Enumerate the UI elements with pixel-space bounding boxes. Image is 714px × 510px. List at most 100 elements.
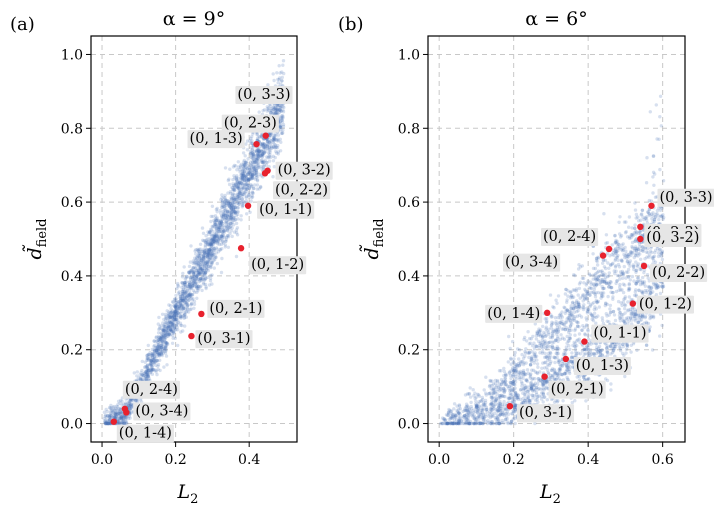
highlight-point-5 bbox=[605, 245, 613, 253]
plot-frame bbox=[90, 35, 298, 443]
annotation-bg-5 bbox=[257, 200, 315, 219]
highlight-point-1 bbox=[262, 132, 269, 139]
highlight-point-7 bbox=[543, 309, 551, 317]
annotation-label-3: (0, 2-2) bbox=[652, 265, 705, 281]
highlighted-points: (0, 3-3) (0, 2-3)(0, 1-3) (0, 3-2) (0, 2-2)… bbox=[110, 86, 333, 443]
ytick-label-0: 0.0 bbox=[61, 417, 83, 433]
annotation-bg-8 bbox=[591, 324, 649, 343]
ytick-label-4: 0.8 bbox=[61, 121, 83, 137]
highlight-point-4 bbox=[261, 170, 269, 177]
ytick-label-1: 0.2 bbox=[398, 343, 420, 359]
annotation-bg-0 bbox=[235, 86, 293, 105]
highlighted-points: (0, 3-3)(0, 2-3)(0, 3-2)(0, 2-2)(0, 1-2)… bbox=[485, 188, 714, 423]
y-axis-label-sub: field bbox=[35, 218, 50, 247]
annotation-label-11: (0, 3-1) bbox=[519, 405, 572, 421]
annotation-5: (0, 2-4) bbox=[541, 227, 599, 246]
highlight-point-10 bbox=[541, 373, 548, 380]
ytick-label-0: 0.0 bbox=[398, 417, 420, 433]
x-axis-label: L2 bbox=[177, 481, 199, 507]
annotation-label-10: (0, 3-4) bbox=[135, 403, 188, 419]
annotation-7: (0, 2-1) bbox=[207, 299, 265, 318]
annotation-0: (0, 3-3) bbox=[657, 188, 714, 207]
annotation-label-2: (0, 1-3) bbox=[190, 131, 243, 147]
y-axis-label-sub: field bbox=[372, 218, 387, 247]
annotation-bg-2 bbox=[187, 130, 245, 149]
annotation-bg-7 bbox=[485, 304, 543, 323]
annotation-label-8: (0, 3-1) bbox=[197, 331, 250, 347]
x-axis-label: L2 bbox=[539, 481, 561, 507]
ytick-label-5: 1.0 bbox=[61, 47, 83, 63]
ytick-label-5: 1.0 bbox=[398, 47, 420, 63]
highlight-point-6 bbox=[237, 245, 245, 252]
highlight-point-0 bbox=[648, 202, 655, 209]
annotation-label-6: (0, 1-2) bbox=[251, 257, 304, 273]
annotation-bg-9 bbox=[573, 356, 631, 375]
annotation-label-0: (0, 3-3) bbox=[237, 87, 290, 103]
annotation-label-5: (0, 1-1) bbox=[259, 202, 312, 218]
annotation-3: (0, 3-2) bbox=[275, 161, 333, 180]
annotation-9: (0, 1-3) bbox=[573, 356, 631, 375]
x-axis-label-sub: 2 bbox=[553, 492, 561, 507]
ytick-label-2: 0.4 bbox=[61, 269, 83, 285]
annotation-bg-11 bbox=[116, 424, 174, 443]
highlight-point-8 bbox=[188, 332, 195, 340]
xtick-label-2: 0.4 bbox=[577, 452, 599, 468]
ytick-label-1: 0.2 bbox=[61, 343, 83, 359]
highlight-point-11 bbox=[110, 418, 118, 425]
annotation-5: (0, 1-1) bbox=[257, 200, 315, 219]
chart-title: α = 9° bbox=[163, 8, 225, 30]
annotation-label-3: (0, 3-2) bbox=[278, 163, 331, 179]
annotation-label-5: (0, 2-4) bbox=[543, 229, 596, 245]
highlight-point-5 bbox=[244, 202, 252, 209]
annotation-10: (0, 2-1) bbox=[548, 380, 606, 399]
annotation-label-4: (0, 1-2) bbox=[639, 297, 692, 313]
chart-title: α = 6° bbox=[525, 8, 587, 30]
annotation-bg-8 bbox=[195, 330, 253, 349]
y-axis-label-main: d̃ bbox=[23, 244, 46, 259]
annotation-label-9: (0, 2-4) bbox=[125, 382, 178, 398]
annotation-4: (0, 2-2) bbox=[272, 181, 331, 200]
annotation-bg-9 bbox=[122, 380, 180, 399]
annotation-bg-7 bbox=[207, 299, 265, 318]
annotation-label-10: (0, 2-1) bbox=[551, 382, 604, 398]
annotation-2: (0, 1-3) bbox=[187, 130, 245, 149]
annotation-6: (0, 3-4) bbox=[503, 253, 561, 272]
annotation-bg-2 bbox=[644, 229, 702, 247]
highlight-point-8 bbox=[581, 338, 588, 345]
annotation-label-8: (0, 1-1) bbox=[593, 326, 646, 342]
annotation-bg-10 bbox=[548, 380, 606, 399]
highlight-point-11 bbox=[506, 402, 514, 410]
highlight-point-2 bbox=[637, 235, 644, 243]
highlight-point-2 bbox=[253, 140, 260, 148]
y-axis-label: d̃field bbox=[23, 218, 50, 259]
highlight-point-6 bbox=[599, 252, 607, 259]
annotation-label-1: (0, 2-3) bbox=[224, 116, 277, 132]
panel-a: 0.0 0.2 0.4 0.0 0.2 0.4 0.6 0.8 1.0 α = 9° (a) L2 d̃… bbox=[10, 8, 333, 507]
xtick-label-1: 0.2 bbox=[503, 452, 525, 468]
annotation-8: (0, 3-1) bbox=[195, 330, 253, 349]
annotation-0: (0, 3-3) bbox=[235, 86, 293, 105]
annotation-label-2: (0, 3-2) bbox=[646, 230, 699, 246]
annotation-bg-1 bbox=[221, 114, 279, 133]
xtick-label-3: 0.6 bbox=[652, 452, 674, 468]
highlight-point-7 bbox=[198, 310, 205, 318]
highlight-point-1 bbox=[637, 223, 644, 231]
annotation-4: (0, 1-2) bbox=[636, 295, 694, 314]
annotation-label-9: (0, 1-3) bbox=[576, 358, 629, 374]
xtick-label-0: 0.0 bbox=[428, 452, 450, 468]
panel-label: (b) bbox=[338, 14, 364, 35]
x-axis-label-sub: 2 bbox=[190, 492, 198, 507]
annotation-label-4: (0, 2-2) bbox=[275, 182, 328, 198]
annotation-bg-6 bbox=[249, 256, 307, 275]
annotation-label-11: (0, 1-4) bbox=[119, 426, 172, 442]
highlight-point-4 bbox=[629, 300, 637, 307]
annotation-bg-3 bbox=[650, 263, 708, 282]
annotation-label-7: (0, 2-1) bbox=[209, 301, 262, 317]
annotation-8: (0, 1-1) bbox=[591, 324, 649, 343]
annotation-2: (0, 3-2) bbox=[644, 229, 702, 247]
annotation-bg-3 bbox=[275, 161, 333, 180]
annotation-label-6: (0, 3-4) bbox=[505, 255, 558, 271]
annotation-bg-6 bbox=[503, 253, 561, 272]
annotation-bg-5 bbox=[541, 227, 599, 246]
